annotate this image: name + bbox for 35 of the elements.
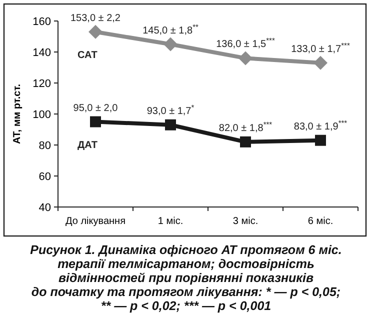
y-tick-label: 160	[32, 16, 51, 28]
point	[88, 24, 102, 39]
text: терапії телмісартаном; достовірність	[58, 257, 314, 271]
point	[165, 119, 176, 130]
data-label: 145,0 ± 1,8$^{**}$	[142, 22, 198, 36]
data-label: 153,0 ± 2,2	[70, 12, 121, 24]
y-tick-label: 140	[32, 46, 51, 59]
y-tick-label: 60	[38, 170, 51, 183]
point	[315, 134, 326, 146]
x-tick-label: 3 міс.	[232, 216, 258, 227]
x-tick-label: 1 міс.	[158, 216, 184, 227]
y-tick-label: 100	[32, 108, 51, 121]
data-label: 95,0 ± 2,0	[73, 102, 118, 114]
y-tick-label: 120	[32, 78, 51, 90]
y-tick-label: 80	[38, 140, 51, 152]
text: ** — p < 0,02; *** — p < 0,001	[100, 299, 272, 313]
data-label: 83,0 ± 1,9$^{***}$	[294, 118, 348, 132]
y-axis-title: АТ, мм рт.ст.	[12, 84, 23, 144]
point	[90, 116, 101, 128]
point	[240, 136, 251, 148]
data-label: 93,0 ± 1,7$^{*}$	[146, 102, 194, 117]
series-label: САТ	[78, 50, 98, 61]
y-tick-label: 40	[38, 202, 51, 214]
x-tick-label: До лікування	[66, 216, 126, 227]
data-label: 136,0 ± 1,5$^{***}$	[216, 36, 275, 50]
point	[238, 51, 252, 66]
text: до початку та протягом лікування: * — p < 0,05;	[31, 285, 341, 299]
series-label: ДАТ	[78, 140, 98, 151]
data-label: 133,0 ± 1,7$^{***}$	[291, 40, 350, 55]
text: відмінностей при порівнянні показників	[58, 271, 314, 285]
point	[314, 56, 328, 70]
data-label: 82,0 ± 1,8$^{***}$	[218, 119, 272, 134]
point	[164, 37, 178, 52]
text: Рисунок 1. Динаміка офісного АТ протягом 6 міс.	[30, 243, 342, 257]
x-tick-label: 6 міс.	[308, 216, 334, 227]
